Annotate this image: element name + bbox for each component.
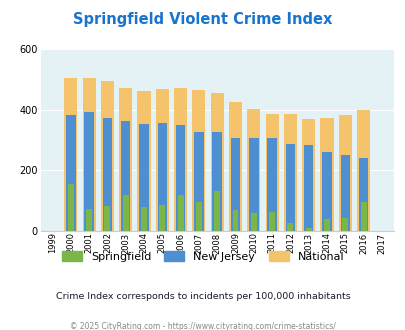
Bar [247, 109, 260, 231]
Bar [175, 125, 185, 231]
Bar [322, 152, 331, 231]
Bar [338, 115, 351, 231]
Bar [285, 144, 294, 231]
Bar [177, 195, 183, 231]
Bar [192, 90, 205, 231]
Bar [323, 219, 329, 231]
Bar [64, 78, 77, 231]
Bar [137, 91, 150, 231]
Text: Springfield Violent Crime Index: Springfield Violent Crime Index [73, 12, 332, 26]
Bar [230, 138, 240, 231]
Bar [287, 223, 293, 231]
Bar [214, 191, 220, 231]
Bar [228, 102, 241, 231]
Bar [303, 146, 313, 231]
Bar [267, 138, 276, 231]
Bar [119, 88, 132, 231]
Text: © 2025 CityRating.com - https://www.cityrating.com/crime-statistics/: © 2025 CityRating.com - https://www.city… [70, 322, 335, 330]
Text: Crime Index corresponds to incidents per 100,000 inhabitants: Crime Index corresponds to incidents per… [55, 292, 350, 301]
Bar [356, 110, 369, 231]
Bar [305, 228, 311, 231]
Bar [68, 184, 74, 231]
Bar [301, 119, 315, 231]
Bar [139, 124, 148, 231]
Bar [358, 158, 367, 231]
Bar [102, 117, 112, 231]
Bar [159, 205, 165, 231]
Bar [265, 114, 278, 231]
Bar [360, 202, 366, 231]
Bar [100, 81, 114, 231]
Bar [341, 218, 347, 231]
Bar [121, 121, 130, 231]
Bar [196, 202, 201, 231]
Bar [212, 132, 222, 231]
Bar [320, 117, 333, 231]
Bar [248, 138, 258, 231]
Bar [104, 206, 110, 231]
Legend: Springfield, New Jersey, National: Springfield, New Jersey, National [58, 247, 347, 267]
Bar [283, 114, 296, 231]
Bar [250, 213, 256, 231]
Bar [66, 115, 75, 231]
Bar [194, 132, 203, 231]
Bar [156, 89, 168, 231]
Bar [174, 88, 187, 231]
Bar [232, 211, 238, 231]
Bar [84, 112, 94, 231]
Bar [86, 209, 92, 231]
Bar [210, 93, 223, 231]
Bar [141, 207, 147, 231]
Bar [82, 78, 96, 231]
Bar [269, 212, 274, 231]
Bar [157, 123, 166, 231]
Bar [340, 155, 349, 231]
Bar [122, 195, 128, 231]
